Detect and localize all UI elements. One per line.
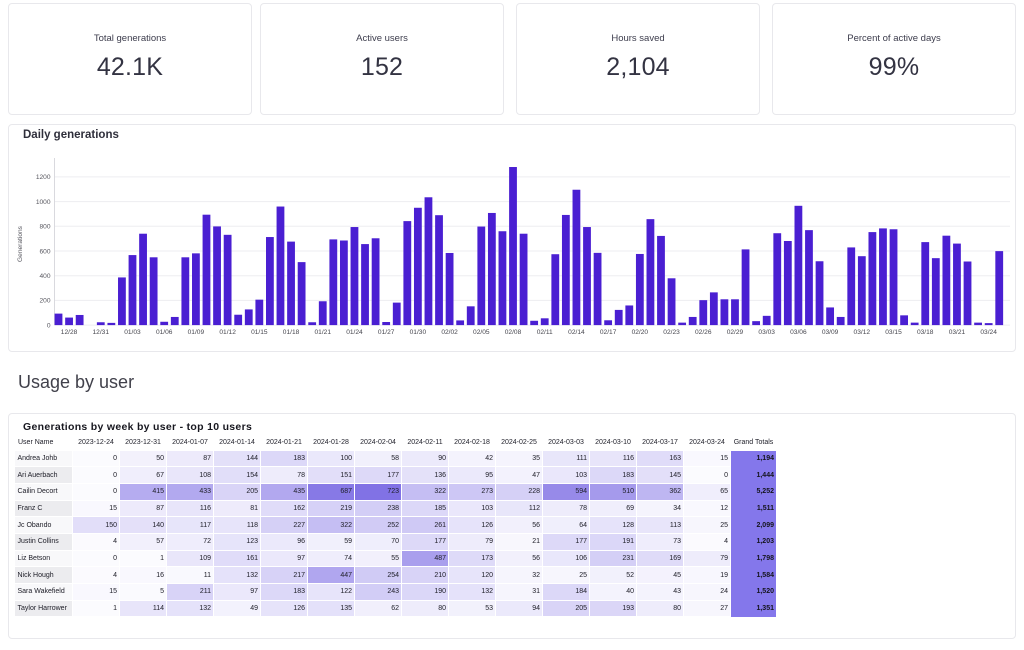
svg-text:02/29: 02/29 [727, 329, 744, 336]
svg-text:600: 600 [39, 248, 50, 255]
svg-text:02/23: 02/23 [663, 329, 680, 336]
svg-text:0: 0 [47, 322, 51, 329]
svg-text:03/21: 03/21 [949, 329, 966, 336]
svg-text:03/06: 03/06 [790, 329, 807, 336]
svg-text:1200: 1200 [36, 174, 51, 181]
svg-text:400: 400 [39, 273, 50, 280]
svg-text:02/26: 02/26 [695, 329, 712, 336]
svg-text:200: 200 [39, 298, 50, 305]
svg-text:01/21: 01/21 [314, 329, 331, 336]
svg-text:01/27: 01/27 [378, 329, 395, 336]
svg-text:02/11: 02/11 [537, 329, 553, 336]
svg-text:02/17: 02/17 [600, 329, 617, 336]
svg-text:03/03: 03/03 [758, 329, 775, 336]
svg-text:02/08: 02/08 [505, 329, 522, 336]
svg-text:01/12: 01/12 [219, 329, 236, 336]
svg-text:01/09: 01/09 [188, 329, 205, 336]
svg-text:Generations: Generations [17, 225, 24, 262]
svg-text:01/15: 01/15 [251, 329, 268, 336]
svg-text:01/24: 01/24 [346, 329, 363, 336]
svg-text:01/03: 01/03 [124, 329, 141, 336]
svg-text:02/02: 02/02 [441, 329, 458, 336]
svg-text:03/12: 03/12 [854, 329, 871, 336]
svg-text:01/18: 01/18 [283, 329, 300, 336]
svg-text:02/05: 02/05 [473, 329, 490, 336]
svg-text:800: 800 [39, 224, 50, 231]
svg-text:12/28: 12/28 [61, 329, 78, 336]
svg-text:03/18: 03/18 [917, 329, 934, 336]
svg-text:01/30: 01/30 [410, 329, 427, 336]
svg-text:02/20: 02/20 [632, 329, 649, 336]
svg-text:1000: 1000 [36, 199, 51, 206]
svg-text:01/06: 01/06 [156, 329, 173, 336]
svg-text:12/31: 12/31 [93, 329, 110, 336]
svg-text:03/09: 03/09 [822, 329, 839, 336]
svg-text:02/14: 02/14 [568, 329, 585, 336]
svg-text:03/24: 03/24 [980, 329, 997, 336]
svg-text:03/15: 03/15 [885, 329, 902, 336]
